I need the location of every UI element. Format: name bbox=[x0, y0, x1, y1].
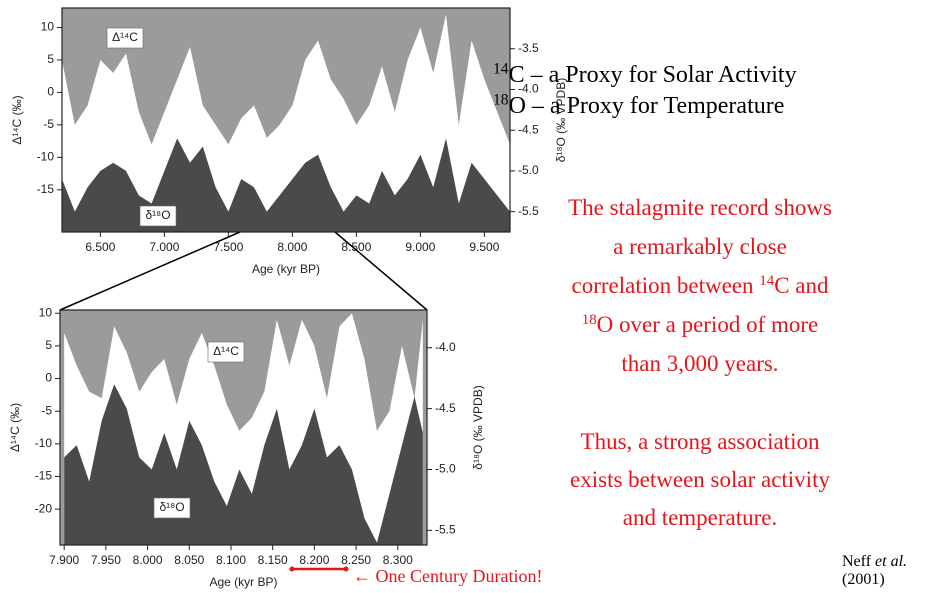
text-segment: The stalagmite record shows bbox=[568, 195, 832, 220]
text-segment: a remarkably close bbox=[613, 234, 787, 259]
text-line: Thus, a strong association bbox=[480, 423, 920, 461]
x-tick-label: 8.100 bbox=[216, 553, 246, 567]
y2-tick-label: -4.5 bbox=[518, 122, 539, 136]
x-tick-label: 8.250 bbox=[341, 553, 371, 567]
y2-tick-label: -5.5 bbox=[518, 204, 539, 218]
text-segment: than 3,000 years. bbox=[621, 351, 779, 376]
y2-tick-label: -5.0 bbox=[518, 163, 539, 177]
x-tick-label: 8.000 bbox=[133, 553, 163, 567]
x-tick-label: 8.050 bbox=[174, 553, 204, 567]
y-tick-label: -5 bbox=[41, 403, 52, 417]
y-tick-label: -10 bbox=[37, 150, 55, 164]
y-tick-label: -15 bbox=[37, 182, 55, 196]
superscript: 14 bbox=[493, 60, 509, 78]
y-tick-label: 5 bbox=[47, 52, 54, 66]
series-label-box bbox=[207, 341, 245, 363]
zoom-line bbox=[59, 231, 241, 311]
text-line: 18O – a Proxy for Temperature bbox=[493, 91, 797, 122]
text-segment: and temperature. bbox=[622, 505, 778, 530]
text-line: 14C – a Proxy for Solar Activity bbox=[493, 60, 797, 91]
x-tick-label: 9.000 bbox=[405, 240, 435, 254]
x-tick-label: 8.200 bbox=[299, 553, 329, 567]
x-tick-label: 7.000 bbox=[149, 240, 179, 254]
text-segment: Thus, a strong association bbox=[580, 429, 820, 454]
superscript: 18 bbox=[581, 311, 597, 328]
x-tick-label: 8.300 bbox=[383, 553, 413, 567]
x-tick-label: 8.150 bbox=[258, 553, 288, 567]
y-tick-label: -20 bbox=[35, 501, 53, 515]
text-line: a remarkably close bbox=[480, 227, 920, 266]
text-line: ← One Century Duration! bbox=[353, 566, 542, 587]
y-tick-label: -5 bbox=[43, 117, 54, 131]
statement: The stalagmite record shows a remarkably … bbox=[480, 188, 920, 383]
series-label: δ¹⁸O bbox=[145, 208, 170, 222]
text-line: and temperature. bbox=[480, 499, 920, 537]
y2-axis-label: δ¹⁸O (‰ VPDB) bbox=[554, 78, 568, 162]
conclusion: Thus, a strong association exists between… bbox=[480, 423, 920, 537]
y-tick-label: 0 bbox=[47, 85, 54, 99]
superscript: 18 bbox=[493, 91, 509, 109]
x-tick-label: 7.500 bbox=[213, 240, 243, 254]
x-tick-label: 8.000 bbox=[277, 240, 307, 254]
superscript: 14 bbox=[759, 272, 775, 289]
text-segment: ← One Century Duration! bbox=[353, 566, 543, 586]
citation: Neff et al. (2001) bbox=[842, 553, 931, 589]
text-line: than 3,000 years. bbox=[480, 344, 920, 383]
y-tick-label: 10 bbox=[39, 305, 53, 319]
century-note: ← One Century Duration! bbox=[353, 566, 542, 587]
y-axis-label: Δ¹⁴C (‰) bbox=[10, 95, 24, 144]
plot-frame bbox=[61, 7, 511, 233]
y-tick-label: 10 bbox=[41, 20, 55, 34]
text-segment: O over a period of more bbox=[596, 312, 819, 337]
text-line: The stalagmite record shows bbox=[480, 188, 920, 227]
text-line: Neff et al. (2001) bbox=[842, 553, 931, 589]
y-tick-label: 5 bbox=[45, 338, 52, 352]
y2-tick-label: -3.5 bbox=[518, 41, 539, 55]
series-label: δ¹⁸O bbox=[159, 500, 184, 514]
y-tick-label: -15 bbox=[35, 469, 53, 483]
y-tick-label: -10 bbox=[35, 436, 53, 450]
text-segment: Neff bbox=[842, 553, 876, 570]
x-tick-label: 8.500 bbox=[341, 240, 371, 254]
zoom-line bbox=[334, 231, 428, 311]
x-tick-label: 6.500 bbox=[85, 240, 115, 254]
plot-frame bbox=[59, 309, 428, 546]
x-tick-label: 7.900 bbox=[49, 553, 79, 567]
series-label-box bbox=[139, 205, 177, 227]
y-tick-label: 0 bbox=[45, 371, 52, 385]
series-label: Δ¹⁴C bbox=[213, 344, 239, 358]
text-segment: et al. bbox=[875, 553, 908, 570]
text-segment: correlation between bbox=[571, 273, 760, 298]
text-line: 18O over a period of more bbox=[480, 305, 920, 344]
x-tick-label: 7.950 bbox=[91, 553, 121, 567]
century-bracket-end bbox=[289, 566, 295, 572]
y2-tick-label: -4.0 bbox=[518, 82, 539, 96]
series-label: Δ¹⁴C bbox=[112, 30, 138, 44]
y2-tick-label: -4.0 bbox=[435, 340, 456, 354]
text-segment: O – a Proxy for Temperature bbox=[508, 93, 785, 119]
text-segment: C – a Proxy for Solar Activity bbox=[508, 62, 797, 88]
text-segment: C and bbox=[774, 273, 829, 298]
text-segment: (2001) bbox=[842, 571, 885, 588]
text-segment: exists between solar activity bbox=[570, 467, 830, 492]
series-label-box bbox=[106, 27, 144, 49]
x-tick-label: 9.500 bbox=[469, 240, 499, 254]
text-line: exists between solar activity bbox=[480, 461, 920, 499]
text-line: correlation between 14C and bbox=[480, 266, 920, 305]
y2-tick-label: -5.5 bbox=[435, 523, 456, 537]
century-bracket-end bbox=[343, 566, 349, 572]
x-axis-label: Age (kyr BP) bbox=[252, 262, 320, 276]
y-axis-label: Δ¹⁴C (‰) bbox=[8, 403, 22, 452]
x-axis-label: Age (kyr BP) bbox=[209, 575, 277, 589]
series-label-box bbox=[153, 497, 191, 519]
proxy-list: 14C – a Proxy for Solar Activity 18O – a … bbox=[493, 60, 797, 122]
y2-axis-label: δ¹⁸O (‰ VPDB) bbox=[471, 385, 485, 469]
y2-tick-label: -5.0 bbox=[435, 462, 456, 476]
y2-tick-label: -4.5 bbox=[435, 401, 456, 415]
